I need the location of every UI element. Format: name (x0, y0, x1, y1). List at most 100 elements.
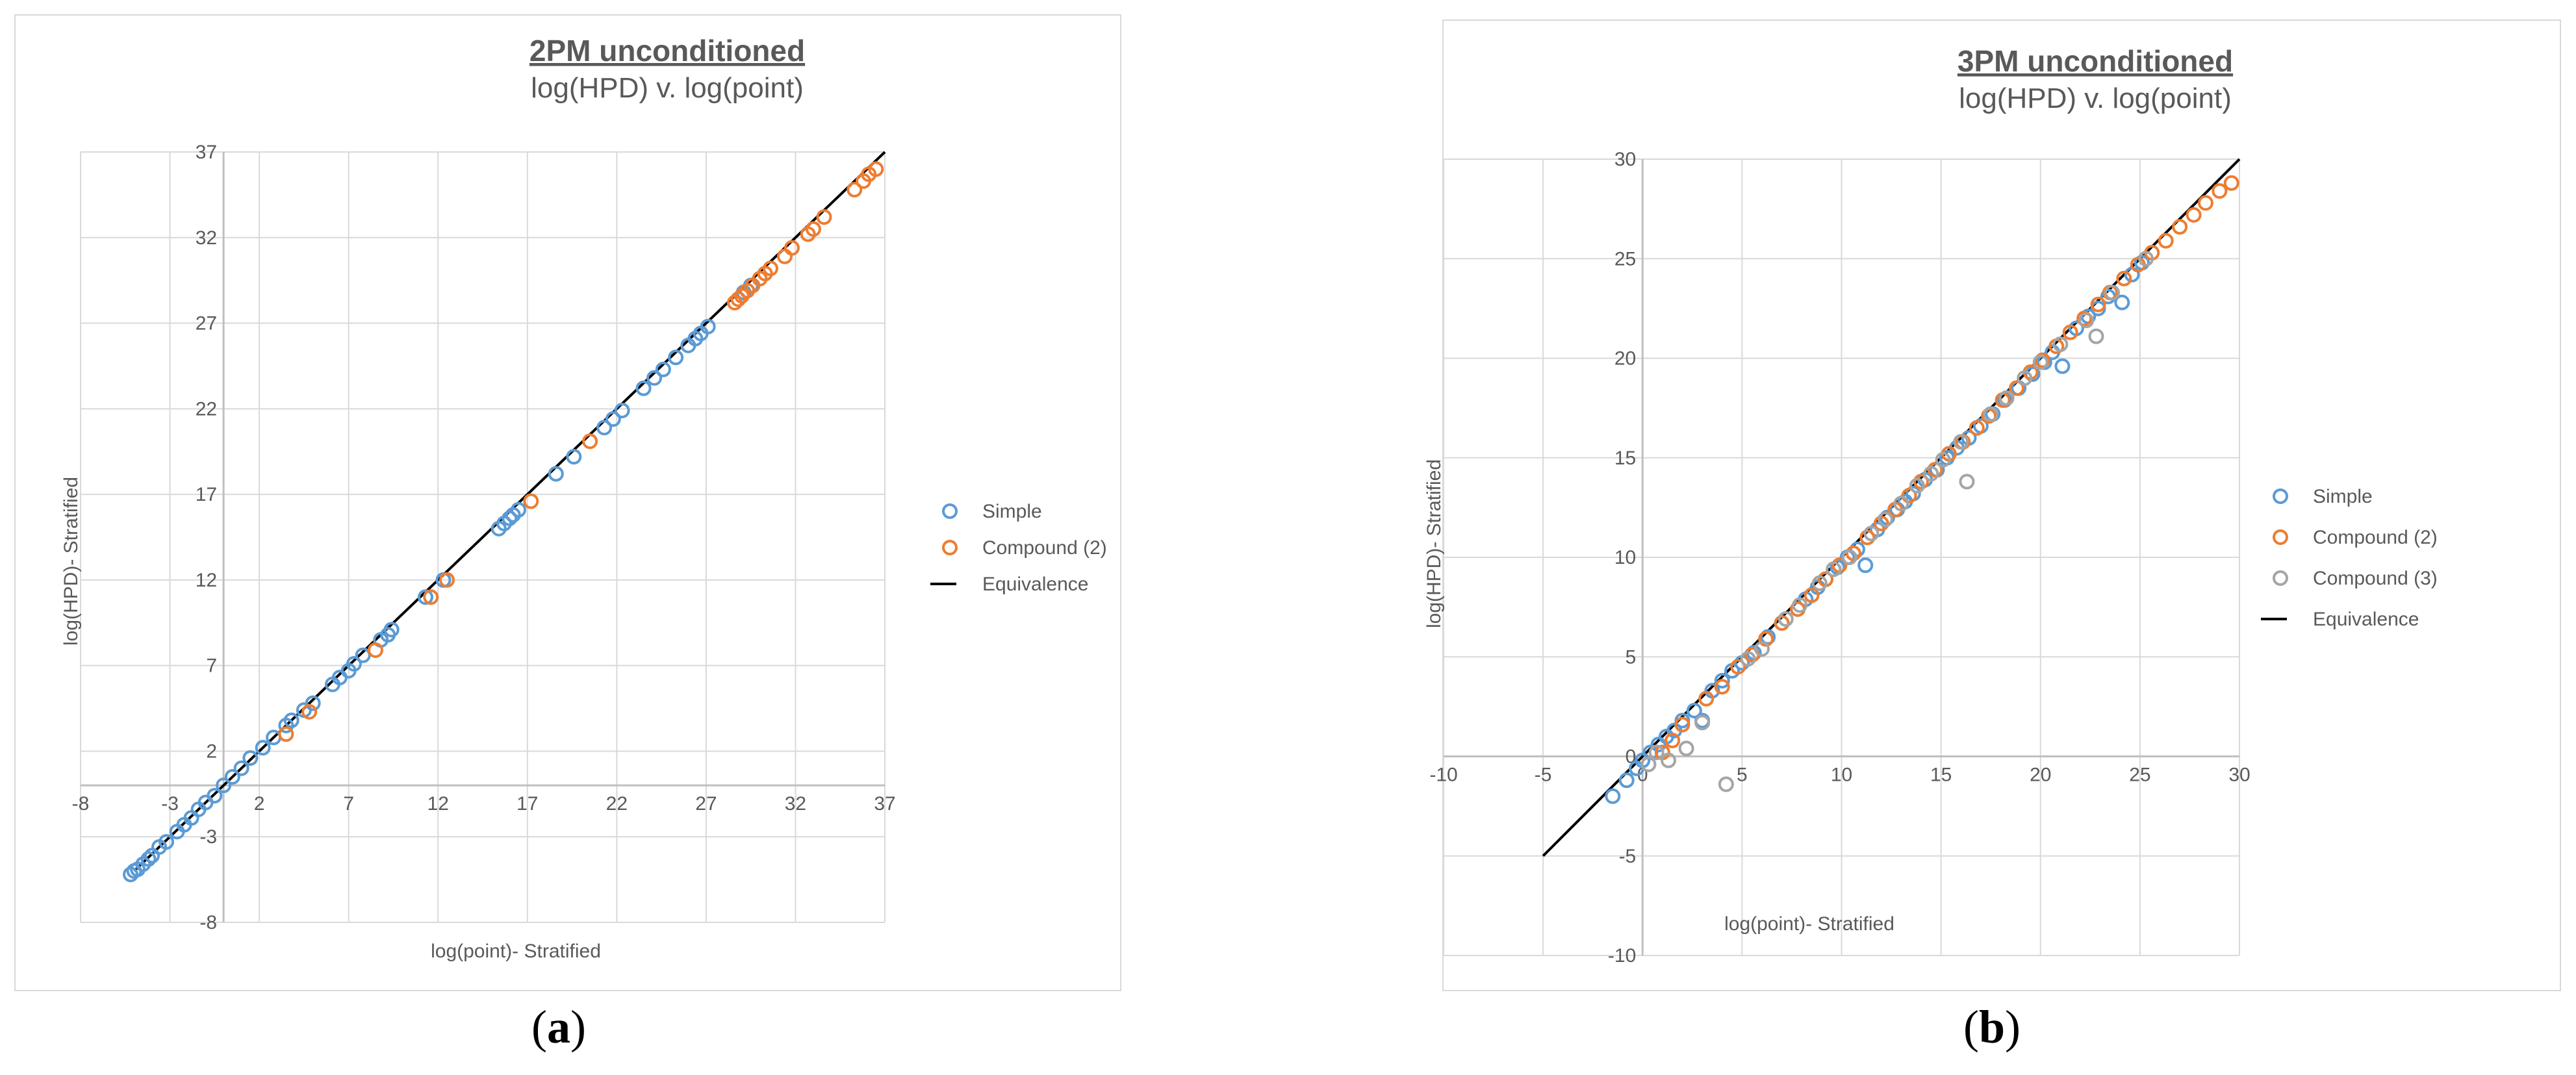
point-compound-2 (582, 433, 598, 449)
y-tick-label: -8 (199, 912, 217, 933)
point-compound-3 (1877, 511, 1893, 527)
x-tick-label: -3 (161, 793, 179, 815)
point-simple (614, 402, 630, 418)
legend-swatch-circle (2273, 488, 2288, 504)
x-tick-label: 15 (1930, 765, 1952, 786)
point-compound-2 (1901, 487, 1917, 503)
point-compound-3 (1740, 651, 1756, 667)
point-compound-3 (1953, 434, 1969, 450)
point-simple (355, 647, 371, 663)
x-tick-label: 32 (785, 793, 806, 815)
y-tick-label: 32 (196, 227, 217, 249)
y-tick-label: 22 (196, 398, 217, 420)
x-tick-label: 25 (2129, 765, 2150, 786)
point-compound-3 (1863, 525, 1880, 542)
x-tick-label: -10 (1429, 765, 1457, 786)
point-compound-3 (1998, 390, 2015, 406)
point-compound-2 (1804, 587, 1820, 603)
legend-swatch-circle (2273, 570, 2288, 586)
point-compound-3 (1959, 474, 1975, 490)
point-compound-2 (1913, 474, 1929, 490)
point-simple (1760, 629, 1776, 645)
point-compound-2 (762, 260, 778, 277)
scatter-chart-a: 2PM unconditioned log(HPD) v. log(point) -… (60, 34, 1107, 962)
point-compound-3 (1983, 406, 1999, 422)
point-compound-2 (1969, 420, 1985, 436)
point-compound-2 (2158, 233, 2174, 249)
point-compound-3 (1718, 776, 1734, 792)
x-tick-label: 5 (1737, 765, 1748, 786)
point-compound-2 (730, 291, 746, 307)
legend-label: Simple (2313, 486, 2373, 507)
point-simple (502, 511, 518, 527)
point-compound-2 (523, 493, 539, 509)
legend-label: Compound (2) (982, 537, 1107, 559)
point-compound-3 (1694, 715, 1711, 731)
point-compound-3 (2104, 285, 2120, 301)
point-simple (346, 656, 362, 672)
chart-subtitle: log(HPD) v. log(point) (531, 72, 804, 104)
x-tick-label: 12 (427, 793, 449, 815)
point-simple (216, 778, 232, 794)
point-simple (2114, 294, 2130, 310)
y-tick-label: 7 (206, 655, 217, 677)
point-compound-2 (2116, 270, 2132, 286)
y-tick-label: 27 (196, 313, 217, 335)
point-simple (224, 768, 240, 785)
caption-a: (a) (531, 1001, 586, 1053)
point-compound-2 (1674, 716, 1690, 733)
point-compound-3 (1754, 640, 1770, 657)
point-simple (140, 851, 157, 867)
point-compound-3 (1893, 496, 1909, 512)
point-compound-2 (2062, 324, 2078, 340)
point-compound-3 (1909, 477, 1925, 494)
point-compound-3 (1841, 550, 1857, 565)
x-tick-label: 7 (343, 793, 354, 815)
point-compound-2 (2076, 310, 2093, 327)
y-tick-label: 2 (206, 740, 217, 762)
point-compound-2 (2172, 219, 2188, 235)
legend-label: Compound (3) (2313, 568, 2438, 589)
point-simple (305, 695, 321, 711)
point-compound-2 (423, 589, 439, 605)
x-tick-label: -8 (72, 793, 90, 815)
point-simple (283, 713, 300, 729)
y-axis-label: log(HPD)- Stratified (60, 477, 82, 646)
point-compound-2 (2212, 183, 2228, 199)
y-tick-label: 20 (1614, 348, 1636, 370)
point-compound-2 (367, 642, 383, 658)
point-simple (596, 420, 613, 436)
point-compound-3 (2138, 251, 2154, 267)
point-compound-3 (2017, 370, 2033, 386)
point-compound-2 (868, 161, 884, 177)
x-tick-label: 20 (2030, 765, 2051, 786)
point-compound-3 (2032, 354, 2048, 370)
point-simple (233, 760, 249, 776)
x-tick-label: 10 (1831, 765, 1852, 786)
point-compound-3 (1778, 611, 1794, 627)
legend-label: Simple (982, 501, 1042, 522)
point-compound-2 (847, 181, 863, 197)
point-compound-3 (1826, 561, 1842, 577)
point-simple (1686, 703, 1702, 719)
point-simple (2024, 366, 2041, 383)
point-simple (548, 466, 564, 482)
point-compound-3 (1640, 756, 1657, 772)
point-compound-3 (2052, 336, 2069, 353)
y-axis-label: log(HPD)- Stratified (1423, 459, 1445, 628)
point-compound-3 (1935, 451, 1951, 468)
chart-panel-b: 3PM unconditioned log(HPD) v. log(point) -… (1423, 19, 2561, 991)
point-simple (605, 411, 621, 427)
y-tick-label: -5 (1619, 846, 1637, 867)
y-tick-label: -3 (199, 826, 217, 848)
point-compound-2 (1730, 659, 1746, 675)
point-simple (255, 740, 271, 756)
point-compound-2 (2034, 352, 2050, 368)
point-simple (1857, 557, 1874, 574)
point-compound-3 (1792, 597, 1808, 613)
x-tick-label: -5 (1535, 765, 1552, 786)
point-simple (207, 787, 223, 803)
x-axis-label: log(point)- Stratified (1724, 913, 1894, 935)
point-compound-3 (1648, 744, 1664, 761)
y-tick-label: 5 (1626, 646, 1637, 668)
